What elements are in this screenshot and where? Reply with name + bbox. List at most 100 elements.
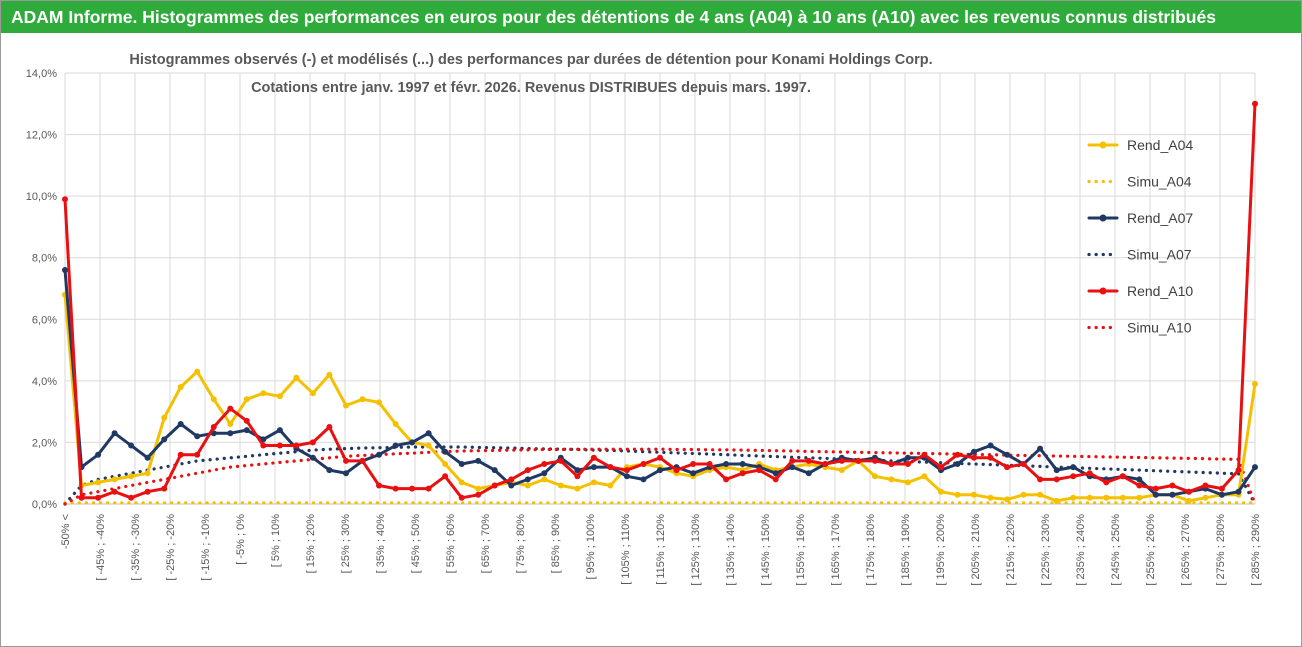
data-point (111, 430, 118, 437)
data-point (309, 454, 316, 461)
x-tick-label: [ 175% ; 180% (865, 514, 877, 586)
data-point (541, 461, 548, 467)
data-point (987, 442, 994, 449)
data-point (888, 476, 895, 483)
data-point (1037, 491, 1044, 498)
y-tick-label: 0,0% (32, 499, 57, 511)
x-tick-label: [ 85% ; 90% (550, 514, 562, 574)
data-point (623, 473, 630, 480)
x-tick-label: [ -35% ; -30% (130, 514, 142, 581)
data-point (326, 424, 333, 430)
data-point (904, 461, 911, 467)
data-point (144, 470, 151, 477)
data-point (227, 405, 234, 412)
data-point (557, 457, 564, 464)
data-point (194, 433, 201, 440)
x-tick-label: [ 165% ; 170% (830, 514, 842, 586)
data-point (1185, 497, 1192, 504)
data-point (904, 479, 911, 486)
data-point (458, 494, 465, 501)
data-point (1152, 485, 1159, 492)
data-point (1086, 494, 1093, 501)
y-tick-label: 10,0% (26, 191, 57, 203)
x-tick-label: [ 75% ; 80% (515, 514, 527, 574)
data-point (557, 482, 564, 489)
data-point (508, 476, 515, 483)
x-tick-label: [ 25% ; 30% (340, 514, 352, 574)
y-tick-label: 2,0% (32, 437, 57, 449)
chart-title-line-1: Histogrammes observés (-) et modélisés (… (129, 52, 932, 68)
data-point (343, 470, 349, 477)
data-point (276, 393, 283, 400)
series-layer (62, 100, 1258, 506)
data-point (409, 485, 416, 492)
data-point (1119, 473, 1126, 480)
data-point (1169, 491, 1176, 498)
data-point (921, 473, 928, 480)
data-point (128, 494, 135, 501)
x-tick-label: [ 65% ; 70% (480, 514, 492, 574)
legend-marker (1099, 214, 1107, 222)
data-point (1252, 464, 1258, 471)
data-point (1086, 470, 1093, 477)
legend-marker (1099, 287, 1107, 295)
legend-label: Simu_A07 (1127, 247, 1192, 263)
x-tick-label: [ 185% ; 190% (900, 514, 912, 586)
data-point (690, 470, 697, 477)
data-point (838, 457, 845, 464)
data-point (739, 470, 746, 477)
data-point (62, 267, 68, 273)
data-point (1004, 464, 1011, 471)
x-tick-label: [ 5% ; 10% (270, 514, 282, 567)
data-point (1103, 479, 1110, 486)
data-point (541, 476, 548, 483)
legend-label: Simu_A10 (1127, 320, 1192, 336)
data-point (1136, 494, 1143, 501)
data-point (1037, 476, 1044, 483)
data-point (293, 442, 300, 449)
data-point (706, 461, 713, 467)
data-point (1202, 494, 1209, 501)
x-tick-label: [ 225% ; 230% (1040, 514, 1052, 586)
data-point (425, 442, 432, 449)
data-point (475, 485, 482, 492)
x-tick-label: [ 285% ; 290% (1250, 514, 1262, 586)
data-point (1218, 485, 1225, 492)
data-point (772, 470, 779, 477)
x-tick-label: [ -25% ; -20% (165, 514, 177, 581)
data-point (508, 482, 515, 489)
data-point (309, 439, 316, 446)
x-tick-label: [ 95% ; 100% (585, 514, 597, 580)
data-point (210, 424, 217, 430)
x-tick-label: -50% < (60, 514, 72, 549)
data-point (822, 461, 829, 467)
data-point (1053, 476, 1060, 483)
data-point (590, 464, 597, 471)
data-point (1070, 464, 1077, 471)
data-point (1020, 461, 1027, 467)
data-point (243, 427, 250, 434)
data-point (1070, 473, 1077, 480)
x-tick-label: [ -15% ; -10% (200, 514, 212, 581)
data-point (475, 491, 482, 498)
data-point (987, 494, 994, 501)
data-point (1053, 467, 1060, 474)
data-point (987, 454, 994, 461)
data-point (392, 442, 399, 449)
data-point (442, 461, 449, 467)
x-tick-label: [ 115% ; 120% (655, 514, 667, 585)
data-point (640, 476, 647, 483)
data-point (359, 396, 366, 403)
data-point (1103, 494, 1110, 501)
data-point (590, 454, 597, 461)
data-point (838, 467, 845, 474)
data-point (62, 196, 68, 203)
data-point (1037, 445, 1044, 452)
data-point (161, 414, 168, 421)
data-point (376, 482, 382, 489)
data-point (243, 396, 250, 403)
x-tick-label: [ -5% ; 0% (235, 514, 247, 565)
data-point (657, 467, 663, 474)
x-tick-label: [ 155% ; 160% (795, 514, 807, 586)
